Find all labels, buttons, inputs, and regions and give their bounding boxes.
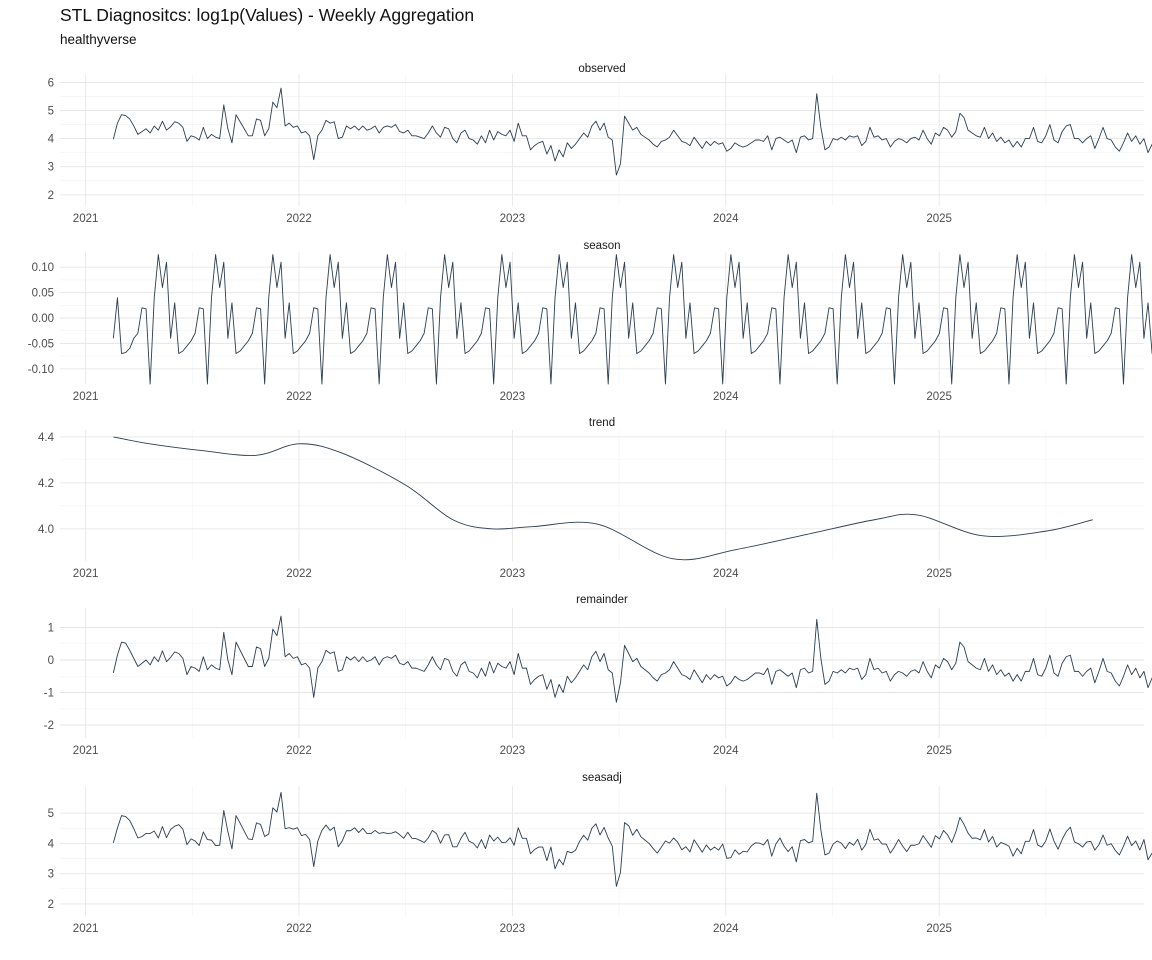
x-tick-label: 2025 — [926, 568, 952, 580]
y-tick-label: 2 — [48, 899, 54, 911]
x-tick-label: 2025 — [926, 213, 952, 225]
observed-series-line — [112, 87, 1152, 176]
y-tick-label: 5 — [48, 808, 54, 820]
y-tick-label: 5 — [48, 106, 54, 118]
panel-strip-label: trend — [589, 417, 615, 429]
x-tick-label: 2024 — [713, 213, 739, 225]
chart-subtitle: healthyverse — [60, 32, 137, 47]
panel-strip-label: observed — [578, 63, 625, 75]
x-tick-label: 2021 — [73, 568, 99, 580]
y-tick-label: 2 — [48, 190, 54, 202]
x-tick-label: 2025 — [926, 391, 952, 403]
y-tick-label: 0 — [48, 655, 54, 667]
x-tick-label: 2023 — [500, 391, 526, 403]
x-tick-label: 2024 — [713, 923, 739, 935]
trend-series-line — [113, 436, 1093, 561]
x-tick-label: 2022 — [286, 745, 312, 757]
x-tick-label: 2024 — [713, 745, 739, 757]
y-tick-label: -0.10 — [28, 364, 54, 376]
y-tick-label: 4.0 — [38, 524, 54, 536]
x-tick-label: 2022 — [286, 391, 312, 403]
seasadj-series-line — [112, 791, 1152, 887]
x-tick-label: 2021 — [73, 923, 99, 935]
x-tick-label: 2021 — [73, 213, 99, 225]
remainder-series-line — [112, 615, 1152, 703]
y-tick-label: -1 — [44, 688, 54, 700]
x-tick-label: 2023 — [500, 923, 526, 935]
y-tick-label: 0.10 — [32, 262, 54, 274]
x-tick-label: 2022 — [286, 568, 312, 580]
y-tick-label: -2 — [44, 720, 54, 732]
x-tick-label: 2022 — [286, 923, 312, 935]
y-tick-label: 4.4 — [38, 432, 55, 444]
x-tick-label: 2023 — [500, 213, 526, 225]
panel-strip-label: season — [583, 240, 620, 252]
chart-title: STL Diagnositcs: log1p(Values) - Weekly … — [60, 5, 475, 25]
y-tick-label: 4 — [48, 134, 55, 146]
y-tick-label: -0.05 — [28, 338, 54, 350]
y-tick-label: 3 — [48, 869, 54, 881]
x-tick-label: 2023 — [500, 568, 526, 580]
y-tick-label: 4.2 — [38, 478, 54, 490]
x-tick-label: 2024 — [713, 391, 739, 403]
panel-strip-label: remainder — [576, 594, 628, 606]
season-series-line — [112, 254, 1152, 385]
panel-strip-label: seasadj — [582, 772, 622, 784]
x-tick-label: 2021 — [73, 391, 99, 403]
x-tick-label: 2025 — [926, 923, 952, 935]
y-tick-label: 1 — [48, 623, 54, 635]
x-tick-label: 2021 — [73, 745, 99, 757]
y-tick-label: 0.00 — [32, 313, 54, 325]
y-tick-label: 6 — [48, 77, 54, 89]
y-tick-label: 4 — [48, 838, 55, 850]
y-tick-label: 0.05 — [32, 288, 54, 300]
x-tick-label: 2024 — [713, 568, 739, 580]
x-tick-label: 2022 — [286, 213, 312, 225]
x-tick-label: 2025 — [926, 745, 952, 757]
y-tick-label: 3 — [48, 162, 54, 174]
x-tick-label: 2023 — [500, 745, 526, 757]
